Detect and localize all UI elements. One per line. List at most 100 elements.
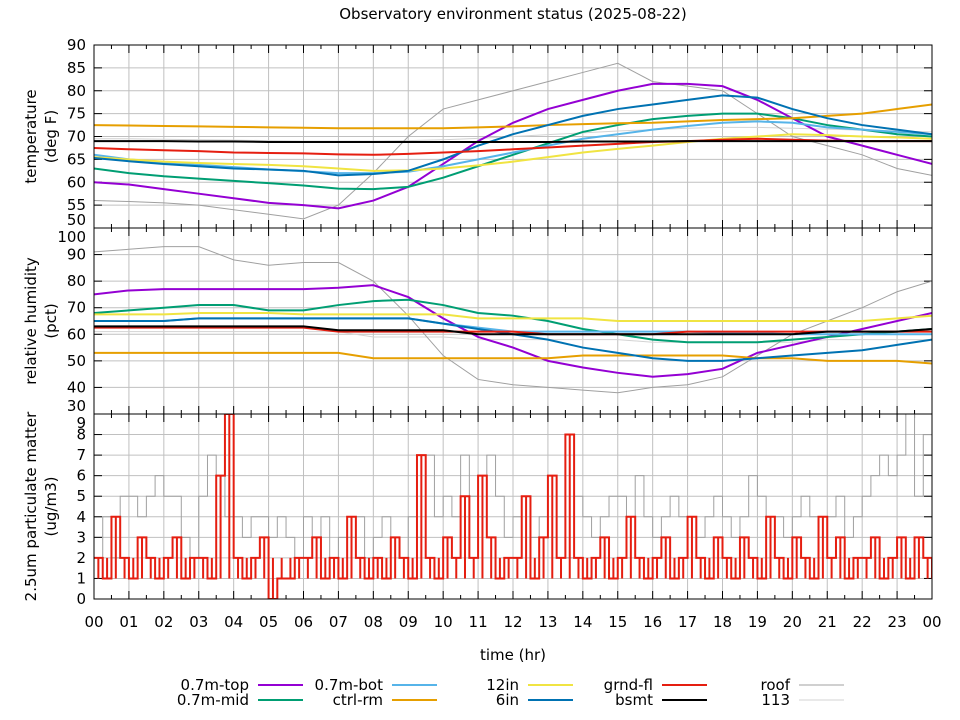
y-tick-label: 60	[67, 173, 86, 191]
series-line-12in	[94, 312, 932, 322]
legend-label: grnd-fl	[604, 676, 653, 694]
legend-item-roof: roof	[761, 676, 844, 694]
y-tick-label: 80	[67, 82, 86, 100]
x-tick-label: 00	[84, 613, 103, 631]
legend-label: 113	[761, 691, 790, 709]
y-tick-label: 55	[67, 196, 86, 214]
legend-label: 0.7m-mid	[177, 691, 249, 709]
y-tick-label: 40	[67, 378, 86, 396]
y-tick-label: 9	[76, 414, 86, 432]
y-tick-label: 5	[76, 487, 86, 505]
legend-label: roof	[761, 676, 791, 694]
series-line-6in	[94, 94, 932, 177]
series-line-bsmt	[94, 140, 932, 143]
series-line-113	[94, 414, 932, 559]
legend-item-0.7m-mid: 0.7m-mid	[177, 691, 303, 709]
series-line-0.7m-mid	[94, 298, 932, 344]
x-tick-label: 23	[888, 613, 907, 631]
series-line-grnd-fl	[94, 414, 932, 599]
x-tick-label: 17	[678, 613, 697, 631]
y-tick-label: 30	[67, 397, 86, 415]
y-tick-label: 6	[76, 467, 86, 485]
x-tick-label: 11	[469, 613, 488, 631]
y-tick-label: 65	[67, 150, 86, 168]
y-axis-label: relative humidity (pct)	[22, 257, 60, 385]
series-line-ctrl-rm	[94, 103, 932, 130]
y-tick-label: 4	[76, 508, 86, 526]
legend-label: 6in	[496, 691, 519, 709]
series-line-ctrl-rm	[94, 351, 932, 365]
legend-item-0.7m-bot: 0.7m-bot	[315, 676, 437, 694]
x-tick-label: 21	[818, 613, 837, 631]
legend-item-grnd-fl: grnd-fl	[604, 676, 707, 694]
x-tick-label: 08	[364, 613, 383, 631]
panel-2-5um-particulate-matter: 0 1 2 3 4 5 6 7 89 2.5um particulate matter (ug/m3…	[22, 411, 933, 608]
legend-item-bsmt: bsmt	[615, 691, 707, 709]
y-tick-label: 3	[76, 528, 86, 546]
x-tick-label: 07	[329, 613, 348, 631]
y-tick-label: 85	[67, 59, 86, 77]
legend-label: 0.7m-top	[181, 676, 249, 694]
series-line-113	[94, 331, 932, 343]
x-tick-label: 02	[154, 613, 173, 631]
y-tick-label: 7	[76, 446, 86, 464]
legend-item-6in: 6in	[496, 691, 573, 709]
series-line-roof	[94, 62, 932, 220]
series-line-113	[94, 126, 932, 142]
legend-label: 0.7m-bot	[315, 676, 384, 694]
x-tick-label: 12	[503, 613, 522, 631]
y-tick-label: 2	[76, 549, 86, 567]
y-tick-label: 80	[67, 272, 86, 290]
y-tick-label: 90	[67, 36, 86, 54]
y-tick-label: 50	[67, 211, 86, 229]
x-tick-label: 16	[643, 613, 662, 631]
x-tick-label: 03	[189, 613, 208, 631]
x-tick-label: 15	[608, 613, 627, 631]
y-axis-label: 2.5um particulate matter (ug/m3)	[22, 411, 60, 601]
y-axis-label: temperature (deg F)	[22, 89, 60, 183]
series-line-12in	[94, 133, 932, 172]
series-line-0.7m-top	[94, 284, 932, 378]
x-tick-label: 19	[748, 613, 767, 631]
y-tick-label: 50	[67, 352, 86, 370]
y-tick-label: 1	[76, 569, 86, 587]
y-tick-label: 70	[67, 128, 86, 146]
x-tick-label: 22	[853, 613, 872, 631]
series-line-bsmt	[94, 325, 932, 336]
y-tick-label: 100	[57, 228, 86, 246]
x-tick-label: 05	[259, 613, 278, 631]
legend-label: 12in	[486, 676, 519, 694]
y-tick-label: 90	[67, 246, 86, 264]
x-tick-label: 01	[119, 613, 138, 631]
x-tick-label: 00	[922, 613, 941, 631]
y-tick-label: 8	[76, 426, 86, 444]
x-axis-label: time (hr)	[480, 646, 546, 664]
legend-item-113: 113	[761, 691, 844, 709]
y-tick-label: 70	[67, 299, 86, 317]
x-tick-label: 14	[573, 613, 592, 631]
series-line-grnd-fl	[94, 326, 932, 336]
y-tick-label: 75	[67, 105, 86, 123]
legend-item-12in: 12in	[486, 676, 573, 694]
legend-item-ctrl-rm: ctrl-rm	[333, 691, 437, 709]
legend-label: ctrl-rm	[333, 691, 383, 709]
x-tick-label: 20	[783, 613, 802, 631]
plot-frame	[93, 413, 933, 600]
x-tick-label: 10	[434, 613, 453, 631]
x-tick-label: 18	[713, 613, 732, 631]
series-line-0.7m-bot	[94, 120, 932, 175]
x-tick-label: 13	[538, 613, 557, 631]
y-tick-label: 60	[67, 325, 86, 343]
legend-item-0.7m-top: 0.7m-top	[181, 676, 303, 694]
chart-title: Observatory environment status (2025-08-…	[339, 5, 687, 23]
x-tick-label: 09	[399, 613, 418, 631]
legend-label: bsmt	[615, 691, 653, 709]
x-tick-label: 04	[224, 613, 243, 631]
series-line-grnd-fl	[94, 137, 932, 156]
y-tick-label: 0	[76, 590, 86, 608]
x-tick-label: 06	[294, 613, 313, 631]
